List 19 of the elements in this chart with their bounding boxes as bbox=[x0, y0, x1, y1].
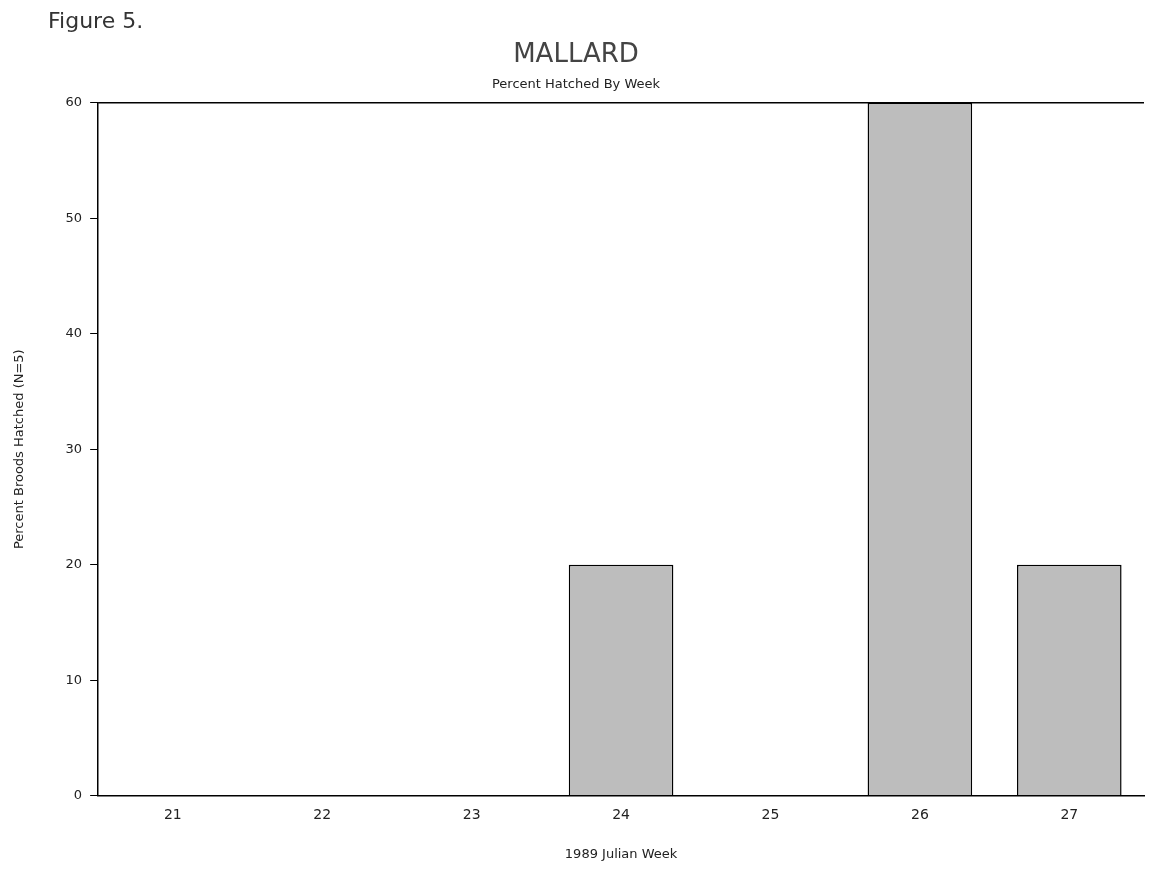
x-tick-label: 27 bbox=[1060, 805, 1079, 822]
caption: Figure 5. bbox=[48, 8, 145, 35]
x-tick-label: 23 bbox=[462, 805, 481, 822]
x-tick-label: 24 bbox=[612, 805, 631, 822]
x-axis-title: 1989 Julian Week bbox=[564, 845, 678, 861]
chart-title: MALLARD bbox=[513, 38, 639, 69]
x-tick-label: 26 bbox=[910, 805, 929, 822]
x-tick-label: 22 bbox=[313, 805, 332, 822]
x-tick-label: 25 bbox=[761, 805, 780, 822]
y-tick-label: 0 bbox=[73, 786, 83, 802]
chart-subtitle: Percent Hatched By Week bbox=[491, 76, 661, 92]
y-axis-title: Percent Broods Hatched (N=5) bbox=[11, 349, 27, 550]
x-tick-label: 21 bbox=[163, 805, 182, 822]
y-tick-label: 50 bbox=[65, 209, 83, 225]
y-tick-label: 10 bbox=[65, 671, 83, 687]
y-tick-label: 20 bbox=[65, 556, 83, 572]
y-tick-label: 30 bbox=[65, 440, 83, 456]
y-tick-label: 40 bbox=[65, 325, 83, 341]
y-tick-label: 60 bbox=[65, 94, 83, 110]
